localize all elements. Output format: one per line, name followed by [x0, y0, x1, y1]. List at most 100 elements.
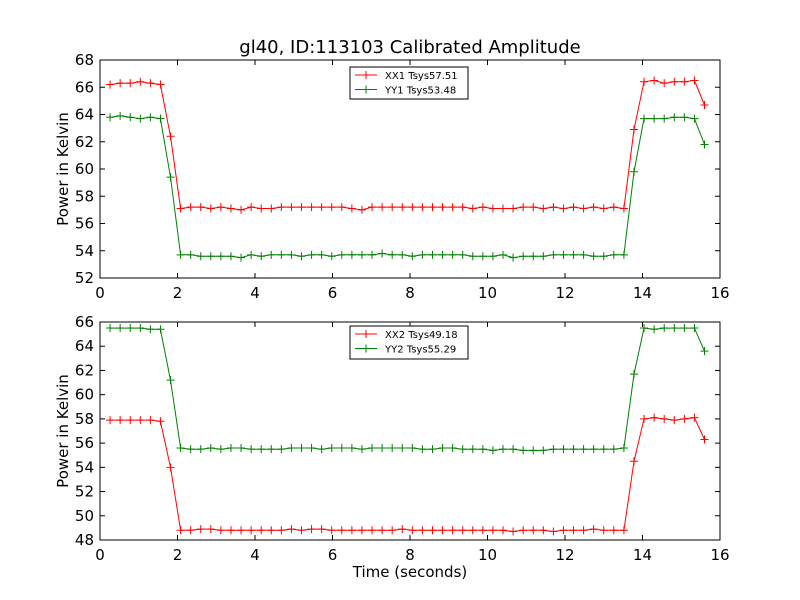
- data-point: [438, 526, 447, 535]
- data-point: [690, 413, 699, 422]
- data-point: [287, 525, 296, 534]
- x-tick-label: 4: [250, 284, 260, 302]
- data-point: [680, 414, 689, 423]
- y-tick-label: 66: [75, 78, 94, 96]
- data-point: [418, 203, 427, 212]
- data-point: [237, 253, 246, 262]
- data-point: [388, 203, 397, 212]
- data-point: [216, 445, 225, 454]
- data-point: [549, 250, 558, 259]
- data-point: [297, 443, 306, 452]
- data-point: [237, 526, 246, 535]
- data-point: [650, 76, 659, 85]
- data-point: [176, 250, 185, 259]
- data-point: [700, 140, 709, 149]
- data-point: [529, 252, 538, 261]
- data-point: [428, 526, 437, 535]
- data-point: [166, 463, 175, 472]
- data-point: [257, 445, 266, 454]
- data-point: [408, 203, 417, 212]
- data-point: [579, 250, 588, 259]
- data-point: [146, 416, 155, 425]
- data-point: [327, 443, 336, 452]
- legend-box: [349, 66, 469, 100]
- data-point: [509, 253, 518, 262]
- x-tick-label: 0: [95, 284, 105, 302]
- data-point: [418, 250, 427, 259]
- data-point: [176, 526, 185, 535]
- y-tick-label: 58: [75, 410, 94, 428]
- data-point: [186, 250, 195, 259]
- series-1: [106, 76, 709, 214]
- data-point: [317, 525, 326, 534]
- data-point: [579, 204, 588, 213]
- data-point: [670, 113, 679, 122]
- data-point: [599, 204, 608, 213]
- data-point: [650, 114, 659, 123]
- data-point: [196, 445, 205, 454]
- data-point: [226, 204, 235, 213]
- data-point: [569, 250, 578, 259]
- data-point: [700, 347, 709, 356]
- data-point: [488, 526, 497, 535]
- x-tick-label: 2: [173, 284, 183, 302]
- data-point: [499, 204, 507, 213]
- data-point: [589, 252, 598, 261]
- data-point: [247, 526, 256, 535]
- data-point: [448, 526, 457, 535]
- data-point: [619, 526, 628, 535]
- legend-marker: [362, 344, 370, 353]
- data-point: [458, 250, 467, 259]
- data-point: [216, 526, 225, 535]
- data-point: [589, 203, 598, 212]
- data-point: [398, 443, 407, 452]
- data-point: [136, 114, 145, 123]
- data-point: [136, 416, 145, 425]
- data-point: [539, 526, 548, 535]
- data-point: [307, 203, 316, 212]
- data-point: [378, 443, 387, 452]
- data-point: [176, 443, 185, 452]
- legend-label: YY2 Tsys55.29: [384, 345, 456, 356]
- data-point: [549, 445, 558, 454]
- data-point: [317, 445, 326, 454]
- data-point: [106, 416, 115, 425]
- data-point: [468, 252, 477, 261]
- data-point: [670, 416, 679, 425]
- data-point: [478, 445, 487, 454]
- legend-label: XX2 Tsys49.18: [385, 330, 458, 341]
- data-point: [337, 250, 346, 259]
- data-point: [499, 250, 507, 259]
- chart-title: gl40, ID:113103 Calibrated Amplitude: [239, 37, 580, 58]
- data-point: [418, 526, 427, 535]
- data-point: [509, 204, 518, 213]
- data-point: [468, 445, 477, 454]
- data-point: [106, 113, 115, 122]
- data-point: [116, 111, 125, 120]
- data-point: [327, 252, 336, 261]
- data-point: [277, 445, 286, 454]
- data-point: [619, 204, 628, 213]
- legend: XX2 Tsys49.18 YY2 Tsys55.29: [349, 325, 469, 360]
- data-point: [357, 445, 366, 454]
- data-point: [368, 443, 377, 452]
- data-point: [297, 252, 306, 261]
- data-point: [609, 250, 618, 259]
- data-point: [398, 250, 407, 259]
- data-point: [116, 324, 125, 333]
- data-point: [549, 527, 558, 536]
- data-point: [357, 250, 366, 259]
- y-axis-label: Power in Kelvin: [54, 112, 72, 226]
- data-point: [337, 526, 346, 535]
- data-point: [529, 203, 538, 212]
- data-point: [589, 445, 598, 454]
- data-point: [368, 526, 377, 535]
- x-axis-label: Time (seconds): [352, 563, 468, 581]
- legend: XX1 Tsys57.51 YY1 Tsys53.48: [349, 66, 469, 100]
- data-point: [438, 250, 447, 259]
- data-point: [660, 114, 669, 123]
- data-point: [247, 203, 256, 212]
- data-point: [378, 203, 387, 212]
- y-tick-label: 60: [75, 160, 94, 178]
- data-point: [549, 203, 558, 212]
